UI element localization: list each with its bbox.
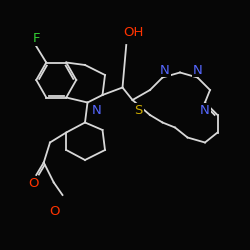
Text: F: F	[32, 32, 40, 45]
Text: O: O	[28, 177, 39, 190]
Text: N: N	[160, 64, 170, 76]
Text: N: N	[92, 104, 101, 117]
Text: O: O	[50, 205, 60, 218]
Text: OH: OH	[124, 26, 144, 39]
Text: N: N	[192, 64, 202, 76]
Text: S: S	[134, 104, 143, 117]
Text: N: N	[200, 104, 210, 117]
